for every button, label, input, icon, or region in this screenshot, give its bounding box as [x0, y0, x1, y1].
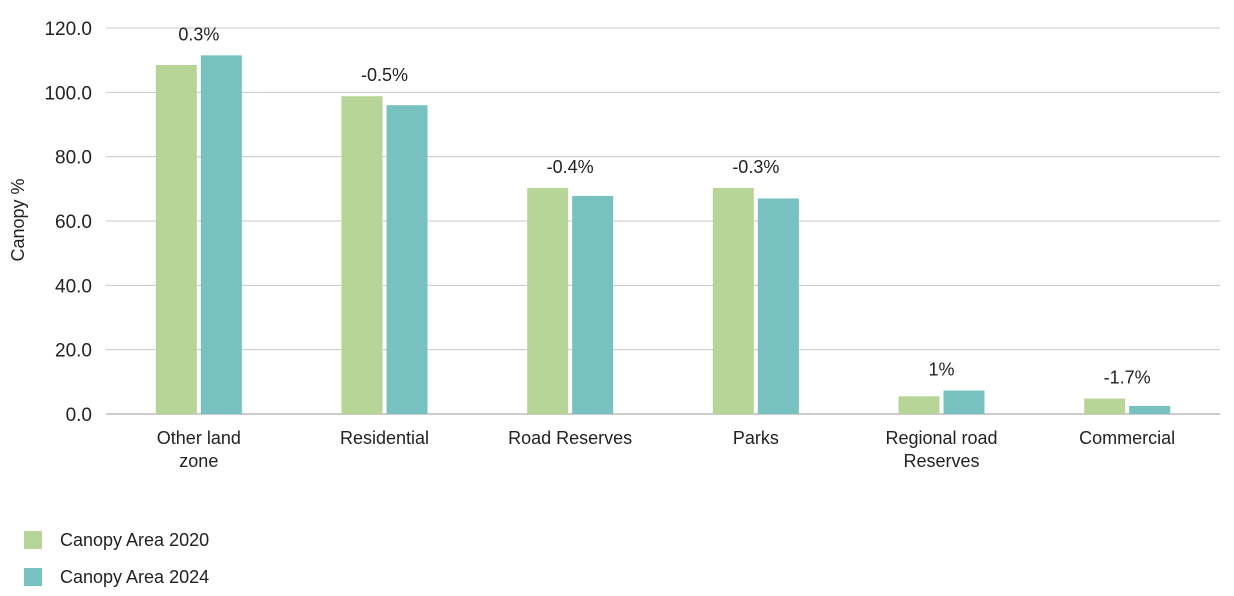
bar-canopy-area-2024	[386, 105, 428, 414]
legend-swatch	[24, 568, 42, 586]
category-labels: Other land zone Residential Road Reserves Pa…	[157, 428, 1175, 471]
legend-label: Canopy Area 2020	[60, 530, 209, 550]
category-label: Regional road Reserves	[885, 428, 997, 471]
bar-canopy-area-2020	[1084, 398, 1126, 414]
bar-canopy-area-2024	[943, 390, 985, 414]
y-tick-label: 0.0	[66, 405, 92, 426]
category-label: Commercial	[1079, 428, 1175, 448]
change-label: 1%	[928, 360, 954, 380]
category-label: Road Reserves	[508, 428, 632, 448]
y-tick-label: 20.0	[55, 341, 92, 362]
y-tick-label: 40.0	[55, 276, 92, 297]
category-label: Parks	[733, 428, 779, 448]
y-tick-label: 100.0	[44, 83, 92, 104]
bar-canopy-area-2020	[527, 187, 569, 414]
y-tick-label: 80.0	[55, 148, 92, 169]
change-label: 0.3%	[178, 24, 219, 44]
y-tick-label: 60.0	[55, 212, 92, 233]
category-label: Residential	[340, 428, 429, 448]
bar-canopy-area-2024	[1129, 405, 1171, 414]
bar-canopy-area-2020	[341, 96, 383, 415]
legend-label: Canopy Area 2024	[60, 567, 209, 587]
gridlines	[106, 27, 1220, 415]
change-label: -0.4%	[547, 157, 594, 177]
data-labels: 0.3% -0.5% -0.4% -0.3% 1% -1.7%	[178, 24, 1150, 387]
bar-canopy-area-2024	[572, 195, 614, 414]
legend-swatch	[24, 531, 42, 549]
bar-canopy-area-2020	[712, 187, 754, 414]
bar-canopy-area-2020	[898, 396, 940, 414]
y-axis-ticks: 0.0 20.0 40.0 60.0 80.0 100.0 120.0	[44, 19, 92, 426]
y-tick-label: 120.0	[44, 19, 92, 40]
change-label: -0.5%	[361, 65, 408, 85]
bar-canopy-area-2024	[757, 198, 799, 414]
change-label: -0.3%	[732, 157, 779, 177]
change-label: -1.7%	[1104, 368, 1151, 388]
bar-canopy-area-2024	[200, 55, 242, 414]
legend: Canopy Area 2020 Canopy Area 2024	[24, 530, 209, 587]
bars	[155, 55, 1171, 415]
bar-canopy-area-2020	[155, 64, 197, 414]
y-axis-label: Canopy %	[8, 178, 28, 261]
category-label: Other land zone	[157, 428, 241, 471]
